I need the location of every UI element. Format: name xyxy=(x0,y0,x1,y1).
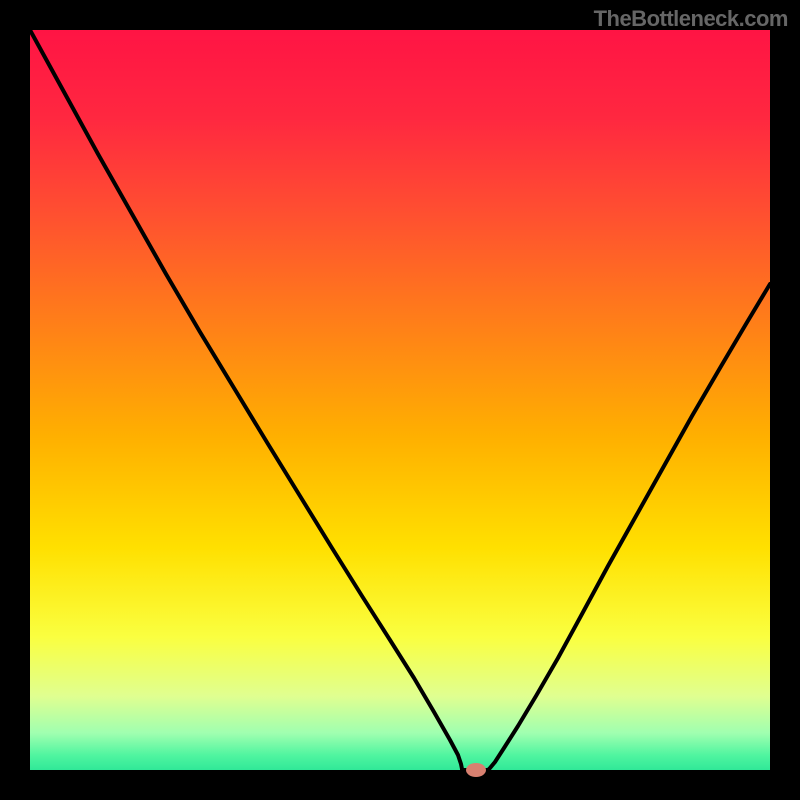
chart-container: TheBottleneck.com xyxy=(0,0,800,800)
bottleneck-chart xyxy=(0,0,800,800)
watermark-text: TheBottleneck.com xyxy=(594,6,788,32)
optimal-point-marker xyxy=(466,763,486,777)
